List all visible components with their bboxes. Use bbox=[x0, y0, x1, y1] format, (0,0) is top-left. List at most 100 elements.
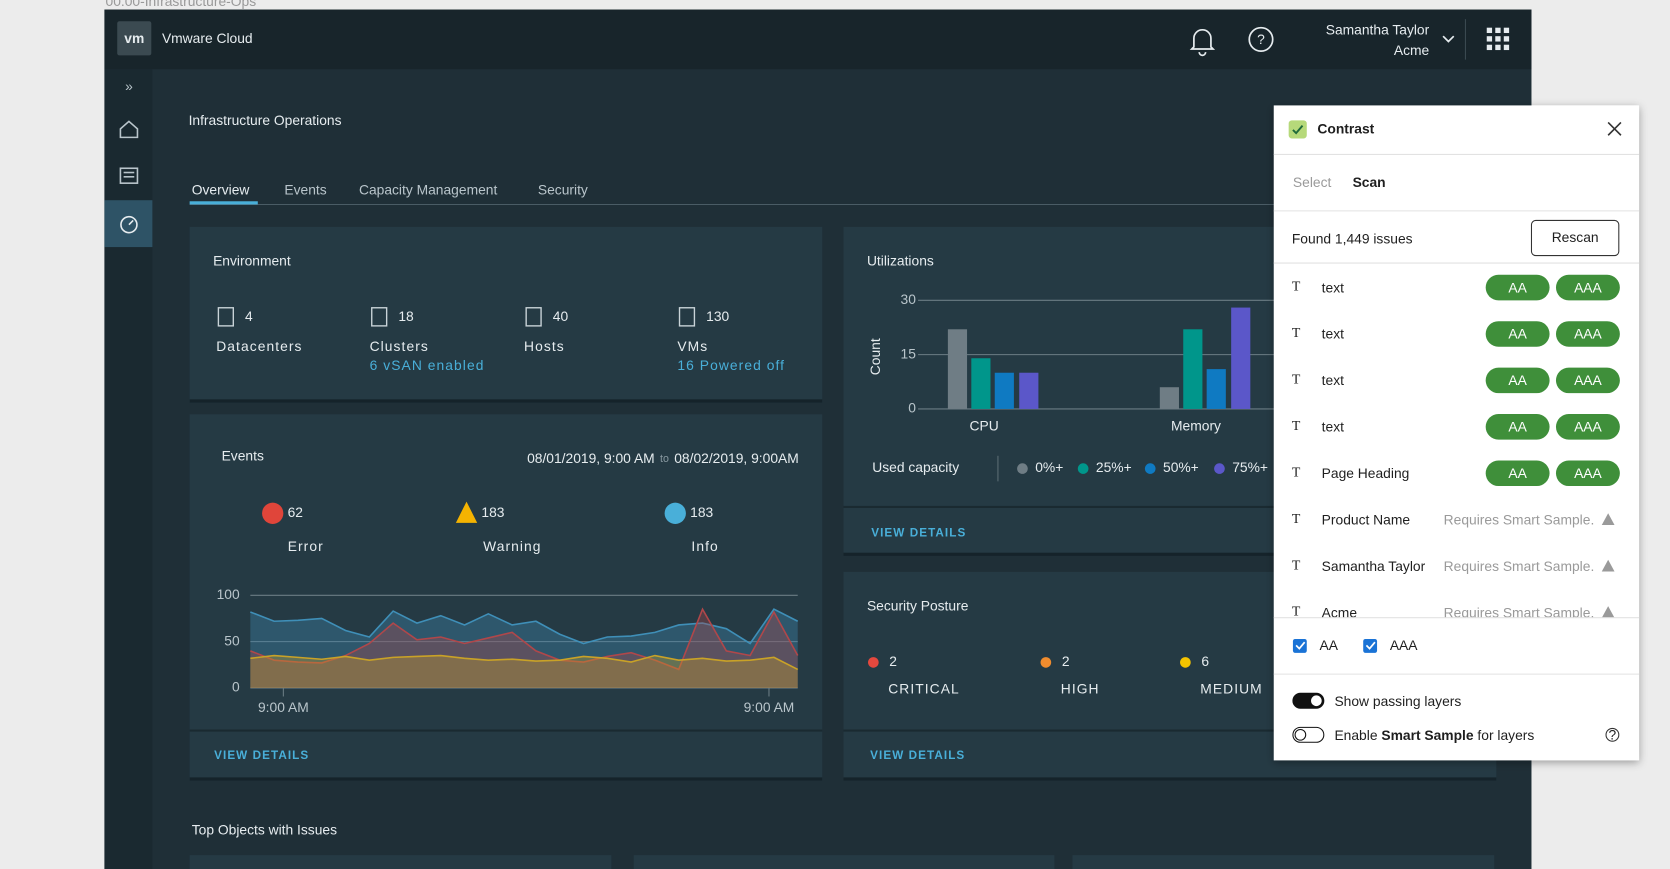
list-icon[interactable] bbox=[119, 167, 139, 184]
badge-label: AA bbox=[1508, 279, 1527, 295]
type-icon: T bbox=[1292, 464, 1301, 479]
count-label: Error bbox=[288, 538, 324, 554]
x-tick-label: Memory bbox=[1171, 418, 1221, 434]
layer-name[interactable]: text bbox=[1322, 279, 1344, 295]
badge-label: AAA bbox=[1574, 419, 1602, 435]
warning-icon bbox=[1601, 606, 1615, 618]
section-title: Top Objects with Issues bbox=[192, 821, 337, 837]
apps-dot bbox=[1495, 44, 1501, 51]
logo-text: vm bbox=[124, 30, 144, 46]
plugin-icon bbox=[1288, 120, 1307, 139]
bell-icon[interactable] bbox=[1189, 28, 1216, 57]
stat-note[interactable]: 16 Powered off bbox=[677, 357, 785, 373]
y-axis-label: Count bbox=[867, 338, 883, 375]
badge-label: AAA bbox=[1574, 279, 1602, 295]
help-icon[interactable]: ? bbox=[1248, 26, 1274, 52]
info-icon bbox=[664, 502, 686, 524]
panel: Contrast Select Scan Found 1,449 issues … bbox=[1273, 105, 1640, 761]
product-name[interactable]: Vmware Cloud bbox=[162, 30, 253, 46]
count-value: 62 bbox=[288, 504, 303, 520]
sidebar-active[interactable] bbox=[104, 200, 153, 248]
y-tick-label: 30 bbox=[901, 291, 917, 307]
card-shadow bbox=[189, 777, 823, 781]
layer-name[interactable]: Product Name bbox=[1322, 511, 1411, 527]
svg-text:?: ? bbox=[1257, 31, 1265, 47]
badge-label: AA bbox=[1508, 419, 1527, 435]
apps-dot bbox=[1495, 27, 1501, 34]
legend-label: 50%+ bbox=[1163, 459, 1199, 475]
card-shadow bbox=[843, 777, 1497, 781]
y-tick-label: 15 bbox=[901, 345, 917, 361]
apps-dot bbox=[1486, 44, 1493, 51]
toggle-knob bbox=[1311, 695, 1322, 707]
toggle-label-part: Enable bbox=[1334, 727, 1381, 743]
tab[interactable]: Overview bbox=[192, 181, 251, 197]
range-end: 08/02/2019, 9:00AM bbox=[674, 450, 799, 466]
sidebar-expand[interactable]: » bbox=[125, 78, 133, 94]
card bbox=[189, 414, 823, 781]
view-details[interactable]: VIEW DETAILS bbox=[214, 749, 309, 762]
tab[interactable]: Capacity Management bbox=[359, 181, 498, 197]
legend-label: 75%+ bbox=[1232, 459, 1268, 475]
stat-value: 18 bbox=[398, 308, 414, 324]
dashboard-icon bbox=[120, 215, 138, 234]
rescan-label[interactable]: Rescan bbox=[1552, 229, 1599, 245]
checkbox[interactable] bbox=[1363, 638, 1378, 653]
x-tick-label: 9:00 AM bbox=[744, 699, 795, 715]
stat-note[interactable]: 6 vSAN enabled bbox=[370, 357, 485, 373]
checkbox[interactable] bbox=[1292, 638, 1307, 653]
badge bbox=[1555, 321, 1620, 347]
badge-label: AA bbox=[1508, 326, 1527, 342]
badge bbox=[1485, 321, 1550, 347]
x-tick-label: 9:00 AM bbox=[258, 699, 309, 715]
apps-dot bbox=[1503, 27, 1510, 34]
stat-icon bbox=[525, 307, 542, 327]
badge bbox=[1555, 414, 1620, 440]
badge bbox=[1555, 460, 1620, 487]
severity-dot bbox=[1180, 657, 1191, 668]
severity-label: CRITICAL bbox=[888, 681, 960, 697]
tab[interactable]: Security bbox=[538, 181, 588, 197]
layer-name[interactable]: text bbox=[1322, 372, 1344, 388]
layer-name[interactable]: Samantha Taylor bbox=[1322, 558, 1426, 574]
help-icon[interactable]: ? bbox=[1605, 727, 1620, 743]
type-icon: T bbox=[1292, 325, 1301, 340]
view-details[interactable]: VIEW DETAILS bbox=[870, 749, 965, 762]
badge bbox=[1555, 274, 1620, 301]
area bbox=[250, 655, 798, 688]
mode-scan[interactable]: Scan bbox=[1353, 174, 1386, 190]
layer-name[interactable]: text bbox=[1322, 419, 1344, 435]
close-button[interactable] bbox=[1607, 121, 1622, 136]
user-chevron[interactable] bbox=[1442, 35, 1455, 43]
user-name[interactable]: Samantha Taylor bbox=[1326, 22, 1430, 38]
toggle-label-part: for layers bbox=[1474, 727, 1535, 743]
range-sep: to bbox=[660, 453, 669, 465]
count-label: Warning bbox=[483, 538, 541, 554]
layer-name[interactable]: text bbox=[1322, 326, 1344, 342]
panel-title: Contrast bbox=[1317, 121, 1374, 137]
mode-select[interactable]: Select bbox=[1293, 174, 1332, 190]
severity-label: HIGH bbox=[1061, 681, 1100, 697]
apps-dot bbox=[1486, 36, 1493, 42]
legend-dot bbox=[1017, 463, 1028, 474]
date-range: 08/01/2019, 9:00 AM to 08/02/2019, 9:00AM bbox=[527, 450, 799, 466]
checkbox-label: AA bbox=[1320, 637, 1339, 653]
home-icon[interactable] bbox=[119, 120, 139, 139]
y-tick-label: 50 bbox=[224, 632, 240, 648]
legend-label: 0%+ bbox=[1035, 459, 1063, 475]
severity-value: 2 bbox=[1062, 653, 1070, 669]
layer-name[interactable]: Page Heading bbox=[1322, 465, 1410, 481]
tab[interactable]: Events bbox=[284, 181, 326, 197]
status: Requires Smart Sample. bbox=[1444, 604, 1595, 620]
view-details[interactable]: VIEW DETAILS bbox=[871, 527, 966, 540]
stat-label: Clusters bbox=[370, 338, 429, 354]
rescan-button[interactable] bbox=[1530, 219, 1620, 257]
bar bbox=[994, 372, 1014, 409]
badge-label: AAA bbox=[1574, 465, 1602, 481]
error-icon bbox=[262, 502, 284, 524]
badge-label: AA bbox=[1508, 465, 1527, 481]
layer-name[interactable]: Acme bbox=[1322, 604, 1358, 620]
apps-grid-icon[interactable] bbox=[1486, 27, 1510, 51]
checkmark bbox=[1295, 641, 1306, 650]
type-icon: T bbox=[1292, 557, 1301, 572]
